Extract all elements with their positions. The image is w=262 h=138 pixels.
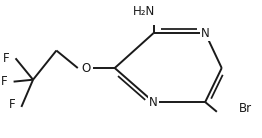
Text: F: F [1,75,8,88]
Text: Br: Br [239,102,252,115]
Text: F: F [3,52,10,65]
Text: F: F [9,99,15,112]
Text: H₂N: H₂N [133,5,156,18]
Text: N: N [201,26,210,39]
Text: N: N [149,95,158,109]
Text: O: O [81,62,90,75]
